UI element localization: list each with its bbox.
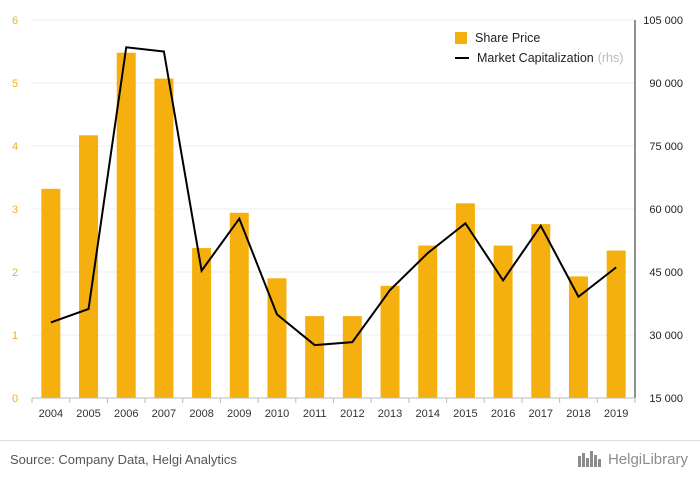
x-tick-label: 2013 [378,408,402,420]
x-tick-label: 2005 [76,408,100,420]
bar-share-price [342,316,362,398]
right-axis-tick-label: 75 000 [649,141,683,153]
x-tick-label: 2008 [189,408,213,420]
bar-share-price [41,188,61,398]
x-tick-label: 2019 [604,408,628,420]
left-axis-tick-label: 2 [12,267,18,279]
helgi-logo-icon [577,451,601,467]
x-tick-label: 2006 [114,408,138,420]
left-axis-tick-label: 3 [12,204,18,216]
right-axis-tick-label: 15 000 [649,393,683,405]
legend-rhs-note: (rhs) [597,51,624,65]
legend-label-market-cap: Market Capitalization [477,51,594,65]
bar-share-price [568,276,588,398]
bar-share-price [267,278,287,398]
x-tick-label: 2011 [303,408,327,420]
bar-share-price [79,135,99,399]
x-tick-label: 2012 [340,408,364,420]
legend-item-share-price: Share Price [455,28,623,48]
bar-share-price [531,224,551,398]
legend-swatch-market-cap [455,57,469,59]
left-axis-tick-label: 6 [12,15,18,27]
x-tick-label: 2014 [415,408,439,420]
axes: 0 1 2 3 4 5 6 15 000 30 000 45 000 60 000 75 000 90 … [12,15,683,420]
bar-share-price [154,78,174,398]
footer: Source: Company Data, Helgi Analytics He… [0,440,700,484]
right-axis-tick-label: 105 000 [643,15,683,27]
combo-chart: 0 1 2 3 4 5 6 15 000 30 000 45 000 60 000 75 000 90 … [12,15,683,420]
x-tick-label: 2017 [529,408,553,420]
market-cap-line [50,46,617,347]
x-tick-label: 2015 [453,408,477,420]
x-tick-label: 2007 [152,408,176,420]
brand-logo[interactable]: HelgiLibrary [577,450,688,468]
right-axis-tick-label: 90 000 [649,78,683,90]
x-tick-label: 2016 [491,408,515,420]
x-tick-label: 2004 [39,408,63,420]
right-axis-tick-label: 30 000 [649,330,683,342]
left-axis-tick-label: 4 [12,141,18,153]
legend-swatch-share-price [455,32,467,44]
bar-share-price [380,285,400,398]
x-tick-label: 2009 [227,408,251,420]
legend-label-share-price: Share Price [475,31,541,45]
bar-share-price [116,52,136,398]
bar-share-price [418,245,438,398]
left-axis-tick-label: 5 [12,78,18,90]
share-price-bars [41,52,626,399]
x-tick-label: 2010 [265,408,289,420]
chart-svg: 0 1 2 3 4 5 6 15 000 30 000 45 000 60 000 75 000 90 … [12,15,683,420]
bar-share-price [305,316,325,398]
market-cap-line-group [50,46,617,347]
right-axis-tick-label: 45 000 [649,267,683,279]
right-axis-tick-label: 60 000 [649,204,683,216]
bar-share-price [493,245,513,398]
bar-share-price [606,250,626,398]
bar-share-price [229,212,249,398]
brand-name: HelgiLibrary [607,450,688,468]
bar-share-price [455,203,475,398]
left-axis-tick-label: 0 [12,393,18,405]
legend-item-market-cap: Market Capitalization (rhs) [455,48,623,68]
source-text: Source: Company Data, Helgi Analytics [10,452,237,467]
legend: Share Price Market Capitalization (rhs) [455,28,623,68]
bar-share-price [192,248,212,398]
x-tick-label: 2018 [566,408,590,420]
left-axis-tick-label: 1 [12,330,18,342]
